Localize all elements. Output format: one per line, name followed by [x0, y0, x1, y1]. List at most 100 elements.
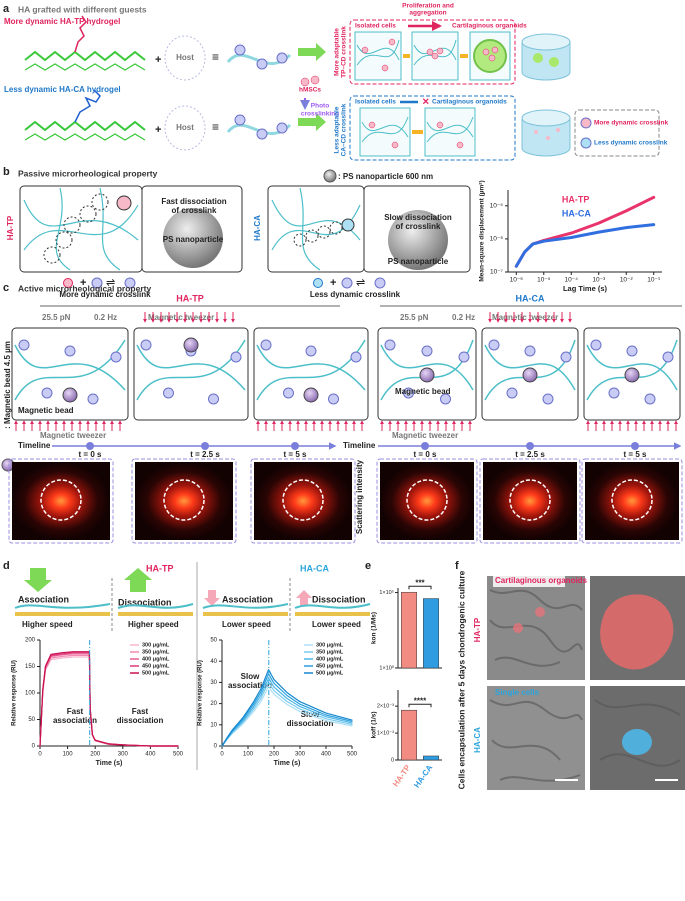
x-tick-label: 0: [220, 752, 224, 758]
timeline-dot: [291, 442, 299, 450]
host-icon: [542, 393, 554, 405]
scattering-image: [254, 462, 352, 540]
particle: [341, 218, 355, 232]
plus: +: [80, 277, 86, 289]
ps-particle: [163, 208, 223, 268]
tp-bead: Magnetic bead: [18, 406, 74, 415]
timeline-dot: [421, 442, 429, 450]
ca-title: Less dynamic HA-CA hydrogel: [4, 85, 121, 94]
y-axis-label: kon (1/Ms): [371, 612, 378, 644]
legend-label: HA-CA: [562, 208, 591, 218]
trajectory: [43, 193, 109, 264]
time-label: t = 0 s: [414, 450, 437, 459]
network: [23, 187, 139, 271]
timeline-dot: [201, 442, 209, 450]
heading: HA grafted with different guests: [18, 4, 147, 14]
tp-fast: Fast dissociation: [161, 197, 226, 206]
y-axis-label: Relative response (RU): [12, 660, 18, 726]
scattering-label: Scattering intensity: [355, 459, 364, 534]
host-icon: [590, 339, 602, 351]
highlight: [513, 623, 523, 633]
ca-note: association: [228, 681, 272, 690]
magnetic-bead: [183, 337, 199, 353]
tp-tag: HA-TP: [473, 617, 482, 642]
ca-tag: HA-CA: [300, 563, 329, 573]
legend-box: [574, 109, 660, 157]
legend-icon: [580, 137, 592, 149]
network-thumbs: [354, 31, 511, 157]
ca-slow: of crosslink: [396, 222, 441, 231]
equiv: ≡: [212, 50, 219, 64]
ps-key: : PS nanoparticle 600 nm: [338, 172, 433, 181]
ca-note: dissociation: [287, 719, 334, 728]
tp-note: Fast: [67, 707, 84, 716]
ca-tweezer-bottom: Magnetic tweezer: [392, 431, 458, 440]
y-tick-label: 10: [210, 722, 217, 728]
equiv: ≡: [212, 120, 219, 134]
y-tick-label: 10⁻⁷: [490, 269, 504, 276]
assoc-arrow: [204, 590, 220, 606]
ca-caption: Less dynamic crosslink: [310, 290, 401, 299]
x-tick-label: 100: [243, 752, 254, 758]
tp-tag: HA-TP: [6, 215, 15, 240]
x-tick-label: 300: [118, 752, 129, 758]
panel-b: b Passive microrheological property : PS…: [3, 166, 471, 299]
host-icon: [328, 393, 339, 405]
ha-chain: [24, 63, 146, 71]
y-tick-label: 50: [210, 638, 217, 644]
host-icon: [18, 339, 30, 351]
x-tick-label: 10⁻¹: [647, 277, 661, 284]
panel-e: e: [365, 560, 371, 572]
tp-force: 25.5 pN: [42, 313, 71, 322]
ca-tag: HA-CA: [516, 293, 545, 303]
cells: [361, 38, 499, 149]
bar: [423, 755, 439, 761]
host-icon: [87, 393, 99, 405]
ca-tweezer-top: Magnetic tweezer: [492, 313, 558, 322]
ca-bead: Magnetic bead: [395, 387, 451, 396]
scattering-frame: [479, 458, 581, 544]
bar: [401, 709, 417, 761]
legend-label: 400 μg/mL: [142, 656, 170, 662]
scattering-image: [483, 462, 577, 540]
x-tick-label: 10⁻⁵: [537, 277, 551, 284]
significance: ****: [414, 696, 427, 705]
host-icon: [350, 351, 362, 363]
ca-side-label: Less adaptable: [334, 106, 341, 153]
ps-particle: [388, 210, 448, 270]
y-tick-label: 30: [210, 680, 217, 686]
panel-label: c: [3, 282, 9, 294]
host-icon: [260, 339, 272, 351]
tp-freq: 0.2 Hz: [94, 313, 117, 322]
ca-dissoc: Dissociation: [312, 594, 366, 604]
plus: +: [155, 124, 161, 136]
magnetic-bead: [62, 387, 78, 403]
x-tick-label: 200: [90, 752, 101, 758]
significance-bracket: [408, 703, 432, 708]
host-icon: [524, 345, 536, 357]
legend-less: Less dynamic crosslink: [594, 140, 668, 147]
tp-ps: PS nanoparticle: [163, 235, 224, 244]
ca-speed-d: Lower speed: [312, 620, 361, 629]
legend-icon: [580, 117, 592, 129]
x-tick-label: 500: [173, 752, 184, 758]
assoc-arrow: [24, 568, 52, 592]
bar: [401, 591, 417, 669]
ca-freq: 0.2 Hz: [452, 313, 475, 322]
ca-box: [349, 95, 516, 161]
panel-label: e: [365, 560, 371, 572]
series-line: [221, 686, 353, 747]
tp-note: dissociation: [117, 716, 164, 725]
scattering-frame: [376, 458, 478, 544]
host-icon: [506, 387, 518, 399]
tp-assoc: Association: [18, 594, 69, 604]
bead-outline: [611, 479, 653, 521]
tp-side-label: TP–CD crosslink: [341, 26, 348, 78]
series-line: [514, 223, 656, 268]
x-tick-label: 0: [38, 752, 42, 758]
cross: ✕: [422, 96, 430, 106]
ca-speed-a: Lower speed: [222, 620, 271, 629]
ca-slow: Slow dissociation: [384, 213, 452, 222]
y-tick-label: 40: [210, 659, 217, 665]
x-tick-label: 10⁻²: [620, 277, 634, 284]
